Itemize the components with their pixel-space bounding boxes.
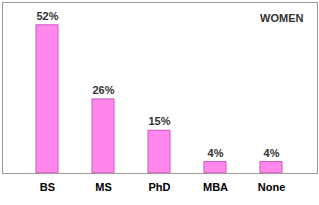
svg-text:BS: BS (40, 181, 55, 193)
svg-text:MBA: MBA (203, 181, 228, 193)
svg-text:4%: 4% (208, 147, 224, 159)
svg-text:None: None (258, 181, 286, 193)
svg-text:4%: 4% (264, 147, 280, 159)
svg-text:15%: 15% (148, 115, 170, 127)
svg-text:WOMEN: WOMEN (260, 12, 303, 24)
svg-text:52%: 52% (36, 10, 58, 22)
svg-text:26%: 26% (92, 84, 114, 96)
svg-text:PhD: PhD (149, 181, 171, 193)
svg-text:MS: MS (95, 181, 112, 193)
